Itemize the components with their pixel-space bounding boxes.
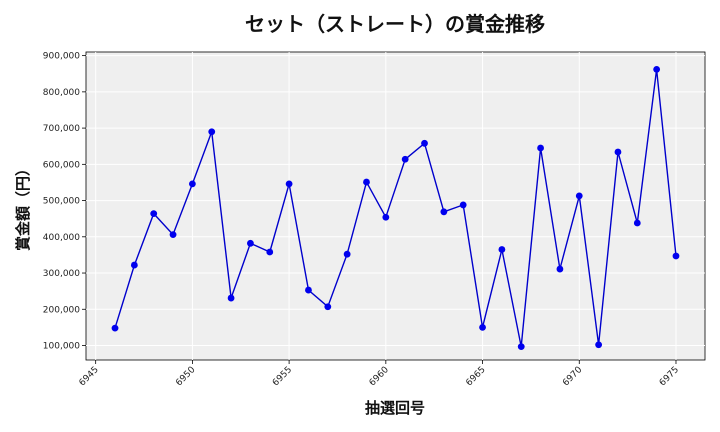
series-points <box>111 65 680 350</box>
data-point <box>305 286 312 294</box>
data-point <box>537 144 544 152</box>
y-tick-label: 800,000 <box>43 88 80 98</box>
y-tick-label: 100,000 <box>43 342 80 352</box>
x-tick-label: 6975 <box>658 365 681 388</box>
y-tick-label: 200,000 <box>43 305 80 315</box>
data-point <box>208 128 216 136</box>
data-point <box>324 303 332 311</box>
y-axis: 100,000 200,000 300,000 400,000 500,000 600,0… <box>43 52 86 352</box>
data-point <box>479 323 486 331</box>
y-tick-label: 300,000 <box>43 269 80 279</box>
data-point <box>614 148 622 156</box>
y-tick-label: 500,000 <box>43 197 80 207</box>
data-point <box>130 261 138 269</box>
data-point <box>653 65 661 73</box>
x-axis-label: 抽選回号 <box>365 399 425 417</box>
x-tick-label: 6950 <box>174 365 197 388</box>
chart-title: セット（ストレート）の賞金推移 <box>245 12 545 36</box>
y-tick-label: 700,000 <box>43 124 80 134</box>
data-point <box>382 213 390 221</box>
data-point <box>633 219 641 227</box>
x-axis: 6945 6950 6955 6960 6965 6970 6975 <box>78 360 681 388</box>
x-tick-label: 6960 <box>368 365 391 388</box>
y-axis-label: 賞金額（円） <box>14 161 32 251</box>
data-point <box>556 265 564 273</box>
data-point <box>401 155 409 163</box>
x-tick-label: 6965 <box>464 365 487 388</box>
data-point <box>595 341 603 349</box>
y-tick-label: 400,000 <box>43 233 80 243</box>
data-point <box>266 248 274 256</box>
data-point <box>247 239 254 247</box>
data-point <box>363 178 370 186</box>
data-point <box>459 201 467 209</box>
data-point <box>227 294 235 302</box>
data-point <box>575 192 583 200</box>
x-tick-label: 6945 <box>78 365 101 388</box>
y-tick-label: 600,000 <box>43 160 80 170</box>
x-tick-label: 6970 <box>561 365 584 388</box>
data-point <box>672 252 680 260</box>
data-point <box>111 324 119 332</box>
data-point <box>440 208 448 216</box>
data-point <box>498 246 506 253</box>
x-tick-label: 6955 <box>271 365 294 388</box>
data-point <box>517 343 525 350</box>
data-point <box>285 180 293 188</box>
data-point <box>169 231 177 239</box>
data-point <box>188 180 196 188</box>
y-tick-label: 900,000 <box>43 52 80 62</box>
data-point <box>421 139 428 147</box>
data-point <box>343 250 351 258</box>
data-point <box>150 210 158 218</box>
series-line <box>114 69 677 347</box>
